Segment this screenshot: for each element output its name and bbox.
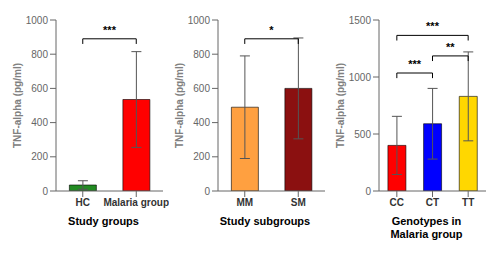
svg-text:Malaria group: Malaria group xyxy=(103,197,169,208)
svg-text:1000: 1000 xyxy=(26,15,49,26)
svg-text:1500: 1500 xyxy=(349,15,372,26)
svg-text:400: 400 xyxy=(193,117,210,128)
svg-text:1000: 1000 xyxy=(349,72,372,83)
svg-text:600: 600 xyxy=(193,83,210,94)
svg-text:CC: CC xyxy=(390,197,404,208)
svg-text:*: * xyxy=(269,24,274,36)
svg-text:***: *** xyxy=(103,24,117,36)
svg-text:0: 0 xyxy=(42,186,48,197)
html-text:Genotypes in Malaria group: Genotypes in Malaria group xyxy=(390,215,463,240)
svg-text:0: 0 xyxy=(365,186,371,197)
svg-text:800: 800 xyxy=(193,49,210,60)
svg-text:CT: CT xyxy=(426,197,439,208)
svg-text:0: 0 xyxy=(204,186,210,197)
svg-text:TNF-alpha (pg/ml): TNF-alpha (pg/ml) xyxy=(12,63,23,148)
svg-text:HC: HC xyxy=(76,197,90,208)
html-text:Study groups: Study groups xyxy=(68,215,139,227)
html-text:Study subgroups: Study subgroups xyxy=(219,215,311,227)
svg-text:***: *** xyxy=(426,20,440,32)
svg-text:TT: TT xyxy=(462,197,474,208)
svg-text:1000: 1000 xyxy=(187,15,210,26)
svg-text:200: 200 xyxy=(31,151,48,162)
svg-text:**: ** xyxy=(446,41,455,53)
svg-text:SM: SM xyxy=(290,197,305,208)
svg-text:500: 500 xyxy=(354,129,371,140)
svg-text:MM: MM xyxy=(236,197,253,208)
svg-text:TNF-alpha (pg/ml): TNF-alpha (pg/ml) xyxy=(335,63,346,148)
svg-text:200: 200 xyxy=(193,151,210,162)
svg-text:800: 800 xyxy=(31,49,48,60)
svg-text:400: 400 xyxy=(31,117,48,128)
svg-text:TNF-alpha (pg/ml): TNF-alpha (pg/ml) xyxy=(173,63,184,148)
svg-text:***: *** xyxy=(408,58,422,70)
svg-text:600: 600 xyxy=(31,83,48,94)
